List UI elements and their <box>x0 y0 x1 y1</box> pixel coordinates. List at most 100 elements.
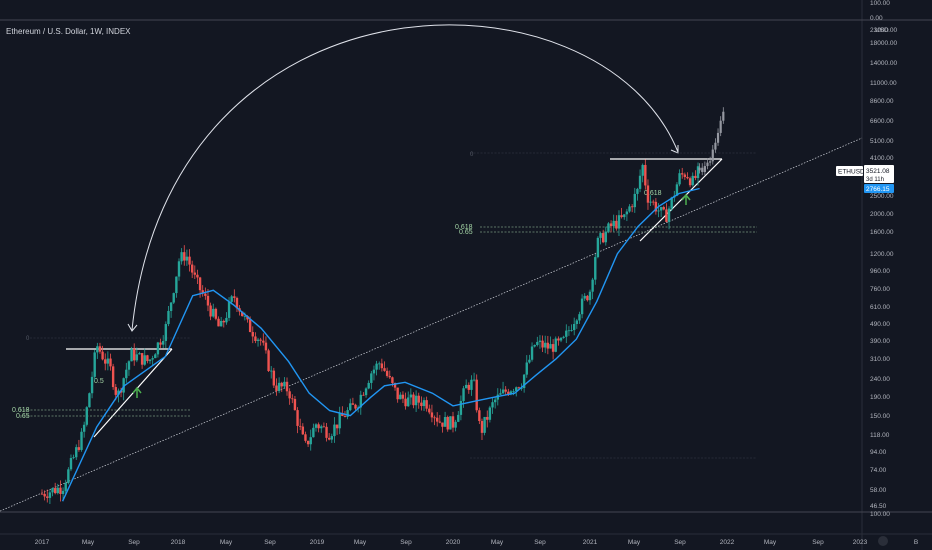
price-axis-label: 74.00 <box>870 467 887 474</box>
candle-body <box>691 175 694 186</box>
candle-body <box>53 488 57 494</box>
last-price-tag <box>864 165 894 183</box>
candle-body <box>491 402 494 408</box>
time-axis-label: Sep <box>534 539 546 546</box>
candle-body <box>143 355 146 365</box>
candle-body <box>233 296 236 298</box>
candle-body <box>159 342 162 345</box>
candle-body <box>525 362 528 375</box>
candle-body <box>133 348 136 361</box>
price-axis-label: 6600.00 <box>870 118 894 125</box>
candle-body <box>638 175 642 189</box>
bar-countdown-label: 3d 11h <box>866 177 884 183</box>
time-axis-label: Sep <box>128 539 140 546</box>
candle-body <box>628 206 631 212</box>
candle-body <box>420 402 423 407</box>
candle-body <box>530 346 534 360</box>
candle-body <box>633 193 636 208</box>
candle-body <box>591 279 594 292</box>
time-axis-label: Sep <box>812 539 824 546</box>
candle-body <box>262 340 265 343</box>
moving-average-series <box>61 187 700 502</box>
candle-body <box>536 341 539 345</box>
symbol-tag <box>836 166 863 176</box>
candle-body <box>175 276 178 294</box>
candle-body <box>559 337 563 341</box>
candle-body <box>688 178 692 186</box>
candle-body <box>59 487 62 494</box>
projection-body <box>701 167 704 172</box>
candle-body <box>64 483 67 491</box>
price-axis-label: 4100.00 <box>870 155 894 162</box>
candle-body <box>206 295 210 306</box>
price-axis-label: 100.00 <box>870 0 890 7</box>
price-axis-label: 1200.00 <box>870 251 894 258</box>
candle-body <box>85 407 88 425</box>
candle-body <box>425 400 428 409</box>
candle-body <box>451 416 455 428</box>
candle-body <box>478 410 481 422</box>
candle-body <box>657 210 660 212</box>
candle-body <box>443 417 447 427</box>
candle-body <box>127 361 131 370</box>
candle-body <box>493 399 497 403</box>
candle-body <box>325 426 328 438</box>
candle-body <box>367 382 370 389</box>
price-tags: ETHUSD 3521.08 3d 11h 2766.15 <box>836 165 894 193</box>
candle-body <box>620 215 623 218</box>
price-axis-label: 0.00 <box>870 15 883 22</box>
candle-body <box>388 375 391 378</box>
candle-body <box>596 237 600 258</box>
candle-body <box>259 339 262 341</box>
candle-body <box>475 379 478 411</box>
candle-body <box>317 424 320 429</box>
candle-body <box>272 370 276 386</box>
candle-body <box>196 274 199 278</box>
candle-body <box>351 403 355 405</box>
candle-body <box>188 256 191 265</box>
candle-body <box>88 393 91 408</box>
candle-body <box>130 348 133 362</box>
price-axis-label: 240.00 <box>870 376 890 383</box>
price-axis-label: 490.00 <box>870 321 890 328</box>
candle-body <box>612 220 615 227</box>
candle-body <box>422 400 426 407</box>
candle-body <box>114 387 117 395</box>
candle-body <box>151 358 154 360</box>
candle-body <box>430 412 434 418</box>
candle-body <box>396 387 399 400</box>
auto-scale-button[interactable] <box>878 536 888 546</box>
time-axis-label: Sep <box>264 539 276 546</box>
candle-body <box>140 353 144 365</box>
candle-body <box>572 323 576 331</box>
price-axis[interactable]: 100.00 0.00 23000.00 18000.00 14000.00 11000.… <box>870 0 897 518</box>
candle-body <box>675 184 679 196</box>
candle-body <box>341 413 344 416</box>
candle-body <box>472 379 476 381</box>
candle-body <box>557 338 560 341</box>
time-axis[interactable]: 2017 May Sep 2018 May Sep 2019 May Sep 2020 May Sep… <box>35 536 918 546</box>
candle-body <box>646 185 650 203</box>
price-axis-label: 14000.00 <box>870 60 897 67</box>
candle-body <box>362 394 365 396</box>
candle-body <box>312 427 315 438</box>
candle-body <box>230 296 233 302</box>
candle-body <box>104 359 107 364</box>
price-axis-label: 150.00 <box>870 413 890 420</box>
candle-body <box>486 416 489 420</box>
candle-body <box>438 421 442 423</box>
candle-body <box>306 440 310 445</box>
candle-body <box>219 320 223 327</box>
candle-body <box>686 177 689 179</box>
candle-body <box>293 398 297 411</box>
candle-body <box>517 387 521 389</box>
time-axis-label: Sep <box>674 539 686 546</box>
time-axis-label: 2020 <box>446 539 461 546</box>
candle-body <box>488 407 492 420</box>
price-axis-label: 118.00 <box>870 432 890 439</box>
candle-body <box>254 336 257 341</box>
candle-body <box>69 458 73 470</box>
time-axis-label: May <box>491 539 504 546</box>
